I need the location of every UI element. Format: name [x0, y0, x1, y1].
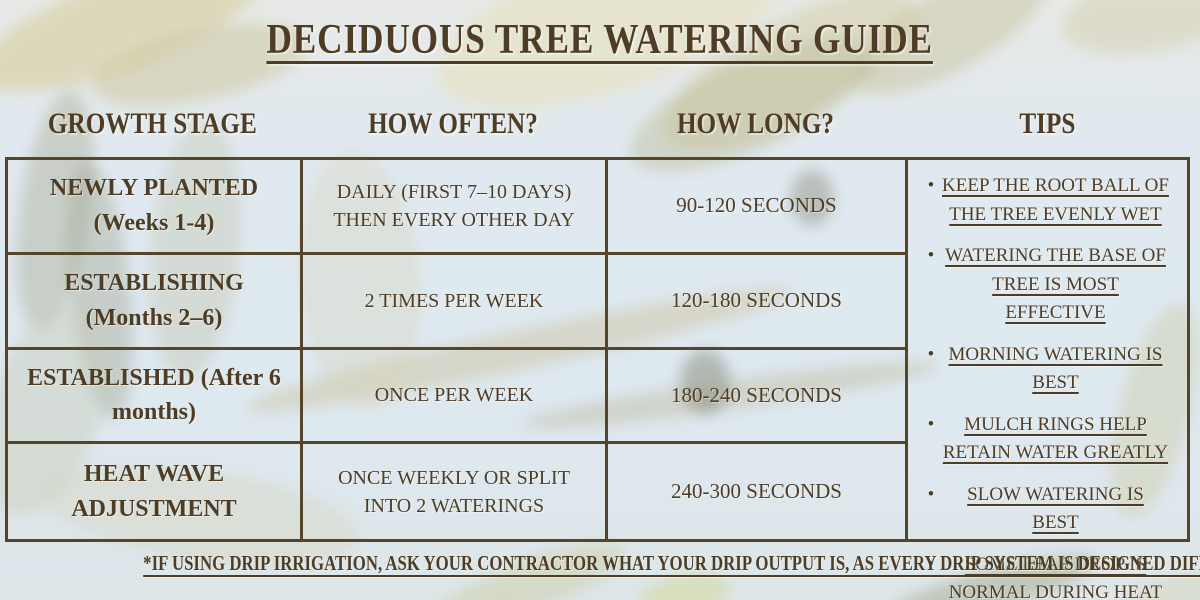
tips-list: • KEEP THE ROOT BALL OF THE TREE EVENLY … — [920, 172, 1169, 600]
column-headers: GROWTH STAGE HOW OFTEN? HOW LONG? TIPS — [5, 102, 1190, 146]
tip-item: • SLOW WATERING IS BEST — [920, 481, 1169, 538]
tip-item: • MULCH RINGS HELP RETAIN WATER GREATLY — [920, 411, 1169, 468]
footnote: *IF USING DRIP IRRIGATION, ASK YOUR CONT… — [143, 551, 1200, 575]
tip-text: MULCH RINGS HELP RETAIN WATER GREATLY — [942, 413, 1169, 464]
tip-item: • MORNING WATERING IS BEST — [920, 341, 1169, 398]
table-cell-how-often-row3: ONCE PER WEEK — [303, 349, 608, 445]
table-cell-stage-row3: ESTABLISHED (After 6 months) — [8, 349, 303, 445]
tip-text: WATERING THE BASE OF TREE IS MOST EFFECT… — [945, 245, 1166, 323]
table-cell-stage-row1: NEWLY PLANTED (Weeks 1-4) — [8, 160, 303, 255]
column-header-growth-stage: GROWTH STAGE — [48, 107, 257, 140]
tip-text: KEEP THE ROOT BALL OF THE TREE EVENLY WE… — [942, 175, 1169, 225]
bullet-icon: • — [927, 413, 935, 435]
table-cell-stage-row4: HEAT WAVE ADJUSTMENT — [8, 444, 303, 539]
bullet-icon: • — [927, 245, 935, 266]
table-cell-stage-row2: ESTABLISHING (Months 2–6) — [8, 254, 303, 350]
table-cell-how-often-row2: 2 TIMES PER WEEK — [303, 254, 608, 350]
tip-text: MORNING WATERING IS BEST — [948, 343, 1163, 394]
bullet-icon: • — [927, 343, 935, 365]
bullet-icon: • — [927, 553, 935, 575]
tip-text: SLOW WATERING IS BEST — [967, 483, 1144, 534]
tip-text: SOME LEAF DROP IS NORMAL DURING HEAT — [948, 553, 1163, 600]
table-cell-tips: • KEEP THE ROOT BALL OF THE TREE EVENLY … — [908, 160, 1187, 600]
olive-fruit-shape — [790, 170, 834, 226]
title-row: DECIDUOUS TREE WATERING GUIDE — [0, 16, 1200, 64]
table-cell-how-long-row2: 120-180 SECONDS — [608, 254, 908, 350]
tip-item: • WATERING THE BASE OF TREE IS MOST EFFE… — [920, 242, 1169, 328]
table-cell-how-long-row1: 90-120 SECONDS — [608, 160, 908, 255]
watering-table: NEWLY PLANTED (Weeks 1-4) DAILY (FIRST 7… — [5, 157, 1190, 600]
table-cell-how-long-row3: 180-240 SECONDS — [608, 349, 908, 445]
table-cell-how-often-row4: ONCE WEEKLY OR SPLIT INTO 2 WATERINGS — [303, 444, 608, 539]
table-cell-how-long-row4: 240-300 SECONDS — [608, 444, 908, 539]
page-title: DECIDUOUS TREE WATERING GUIDE — [266, 17, 934, 63]
column-header-how-long: HOW LONG? — [676, 107, 834, 140]
olive-fruit-shape — [680, 350, 730, 414]
footnote-row: *IF USING DRIP IRRIGATION, ASK YOUR CONT… — [0, 551, 1200, 576]
column-header-how-often: HOW OFTEN? — [367, 107, 538, 140]
column-header-tips: TIPS — [1019, 107, 1076, 140]
table-cell-how-often-row1: DAILY (FIRST 7–10 DAYS) THEN EVERY OTHER… — [303, 160, 608, 255]
bullet-icon: • — [927, 483, 935, 505]
bullet-icon: • — [927, 175, 935, 196]
tip-item: • KEEP THE ROOT BALL OF THE TREE EVENLY … — [920, 172, 1169, 229]
tip-item: • SOME LEAF DROP IS NORMAL DURING HEAT — [920, 551, 1169, 600]
